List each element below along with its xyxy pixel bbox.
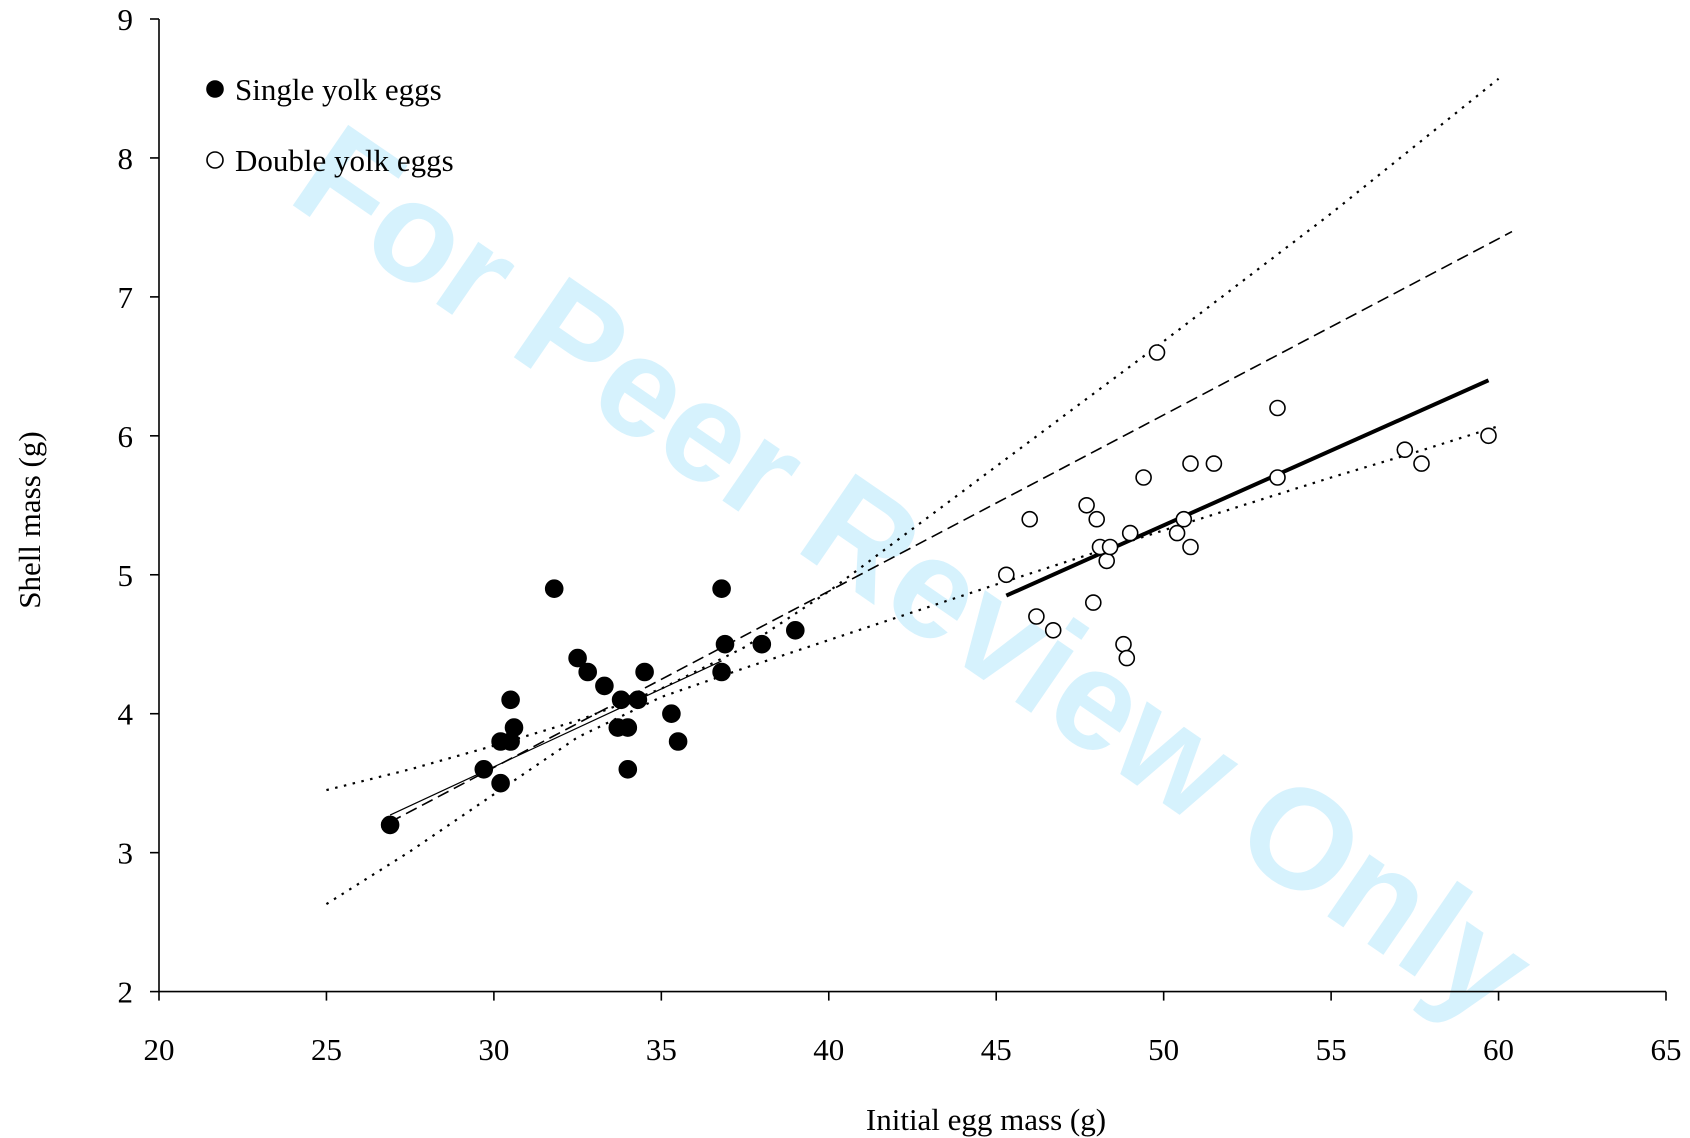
dashed-fit-line bbox=[389, 230, 1513, 823]
double-yolk-point bbox=[1085, 594, 1102, 611]
single-yolk-point bbox=[712, 579, 731, 599]
legend-marker-double-yolk bbox=[206, 151, 224, 169]
double-yolk-point bbox=[1118, 649, 1136, 667]
single-yolk-point bbox=[491, 773, 510, 793]
legend-marker-single-yolk bbox=[206, 80, 224, 98]
single-yolk-point bbox=[595, 676, 614, 696]
x-ticks: 20 25 30 35 40 45 50 55 60 65 bbox=[144, 991, 1682, 1067]
single-yolk-point bbox=[504, 718, 524, 737]
x-tick-label: 65 bbox=[1651, 1032, 1682, 1067]
axes bbox=[158, 19, 1666, 993]
double-yolk-point bbox=[1078, 496, 1095, 514]
single-yolk-point bbox=[474, 759, 494, 779]
x-tick-label: 45 bbox=[981, 1032, 1012, 1067]
single-yolk-point bbox=[668, 732, 688, 751]
single-yolk-point bbox=[544, 579, 564, 599]
single-yolk-point bbox=[611, 690, 631, 710]
double-yolk-point bbox=[1168, 524, 1186, 542]
single-yolk-point bbox=[635, 662, 654, 682]
single-yolk-point bbox=[501, 690, 520, 710]
x-axis-title: Initial egg mass (g) bbox=[866, 1102, 1106, 1137]
watermark: For Peer Review Only bbox=[267, 95, 1560, 1053]
double-yolk-point bbox=[1269, 469, 1286, 486]
x-tick-label: 35 bbox=[646, 1032, 677, 1067]
single-yolk-point bbox=[712, 662, 731, 682]
double-yolk-point bbox=[1021, 510, 1038, 528]
double-yolk-point bbox=[997, 566, 1015, 584]
double-yolk-point bbox=[1148, 344, 1166, 361]
legend-label-single-yolk: Single yolk eggs bbox=[235, 72, 442, 107]
double-yolk-point bbox=[1121, 524, 1139, 542]
single-yolk-point bbox=[568, 648, 587, 668]
double-yolk-point bbox=[1098, 552, 1115, 570]
fit-lines bbox=[325, 77, 1513, 906]
double-yolk-point bbox=[1205, 455, 1223, 472]
double-yolk-point bbox=[1028, 608, 1045, 625]
y-axis-title: Shell mass (g) bbox=[12, 431, 47, 608]
x-tick-label: 55 bbox=[1316, 1032, 1347, 1067]
y-tick-label: 7 bbox=[118, 280, 134, 315]
double-yolk-point bbox=[1413, 455, 1430, 472]
x-tick-label: 40 bbox=[813, 1032, 844, 1067]
x-tick-label: 30 bbox=[478, 1032, 509, 1067]
double-yolk-point bbox=[1115, 635, 1132, 653]
single-yolk-point bbox=[380, 815, 400, 835]
single-yolk-point bbox=[662, 704, 681, 724]
legend: Single yolk eggs Double yolk eggs bbox=[206, 72, 454, 178]
single-yolk-point bbox=[785, 620, 805, 640]
single-yolk-point bbox=[752, 634, 772, 654]
double-yolk-point bbox=[1396, 441, 1414, 459]
x-tick-label: 25 bbox=[311, 1032, 342, 1067]
single-yolk-point bbox=[628, 690, 648, 710]
double-yolk-point bbox=[1175, 510, 1193, 528]
double-yolk-point bbox=[1088, 510, 1105, 528]
single-yolk-point bbox=[618, 759, 638, 779]
y-tick-label: 8 bbox=[118, 141, 134, 176]
y-tick-label: 9 bbox=[118, 2, 134, 37]
thick-solid-fit-line bbox=[1005, 378, 1490, 598]
single-yolk-point bbox=[618, 718, 638, 737]
double-yolk-point bbox=[1269, 399, 1286, 417]
double-yolk-point bbox=[1182, 455, 1199, 472]
single-yolk-point bbox=[578, 662, 598, 682]
x-tick-label: 60 bbox=[1483, 1032, 1514, 1067]
legend-label-double-yolk: Double yolk eggs bbox=[235, 143, 454, 178]
double-yolk-point bbox=[1044, 621, 1062, 639]
y-tick-label: 3 bbox=[118, 836, 134, 871]
y-tick-label: 5 bbox=[118, 558, 134, 593]
double-yolk-point bbox=[1101, 538, 1119, 556]
double-yolk-point bbox=[1182, 538, 1199, 556]
y-tick-label: 6 bbox=[118, 419, 134, 454]
dotted-fit-line bbox=[326, 77, 1500, 792]
x-tick-label: 50 bbox=[1148, 1032, 1179, 1067]
y-ticks: 2 3 4 5 6 7 8 9 bbox=[118, 2, 159, 1010]
double-yolk-point bbox=[1135, 469, 1152, 486]
y-tick-label: 2 bbox=[118, 975, 134, 1010]
data-points bbox=[380, 344, 1497, 835]
x-tick-label: 20 bbox=[144, 1032, 175, 1067]
thin-solid-fit-line bbox=[389, 660, 722, 816]
y-tick-label: 4 bbox=[118, 697, 134, 732]
single-yolk-point bbox=[715, 634, 735, 654]
double-yolk-point bbox=[1480, 427, 1497, 445]
